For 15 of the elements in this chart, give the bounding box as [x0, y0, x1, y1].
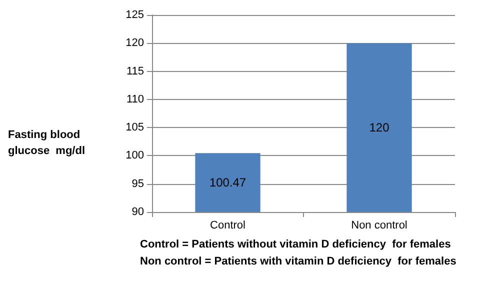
y-tick-label: 105	[126, 122, 144, 134]
data-label: 120	[369, 120, 390, 135]
y-tick-label: 115	[126, 65, 144, 78]
y-tick-label: 90	[132, 206, 144, 218]
x-tick-label: Control	[210, 220, 246, 232]
text: Non control = Patients with vitamin D deficiency for females	[140, 256, 456, 268]
data-label: 100.47	[209, 176, 246, 190]
y-axis-title: Fasting blood glucose mg/dl	[8, 129, 86, 157]
x-tick-label: Non control	[351, 220, 408, 232]
text: Control = Patients without vitamin D deficiency for females	[140, 238, 451, 250]
y-tick-label: 120	[126, 37, 144, 50]
y-tick-label: 95	[132, 178, 144, 190]
y-tick-label: 100	[126, 150, 144, 162]
y-tick-label: 110	[126, 93, 144, 106]
y-tick-label: 125	[126, 9, 144, 21]
